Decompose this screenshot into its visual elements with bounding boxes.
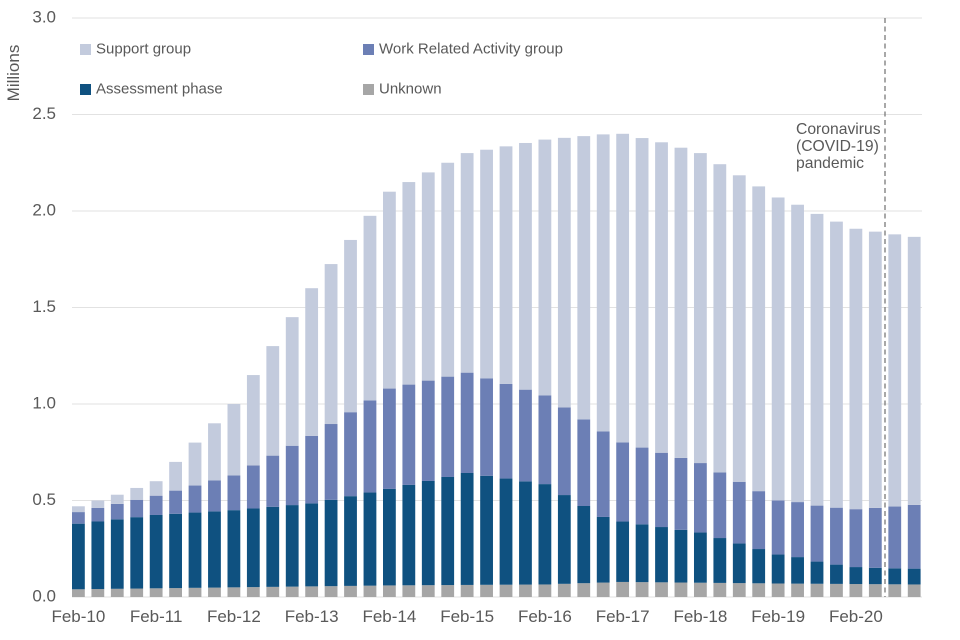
svg-text:0.5: 0.5 [32, 490, 56, 509]
svg-text:Work Related Activity group: Work Related Activity group [379, 41, 563, 58]
svg-text:Millions: Millions [4, 45, 23, 102]
svg-text:1.0: 1.0 [32, 394, 56, 413]
svg-text:Feb-12: Feb-12 [207, 607, 261, 626]
svg-text:Feb-19: Feb-19 [751, 607, 805, 626]
svg-text:0.0: 0.0 [32, 587, 56, 606]
svg-text:1.5: 1.5 [32, 297, 56, 316]
svg-text:Assessment phase: Assessment phase [96, 81, 223, 98]
svg-text:2.0: 2.0 [32, 201, 56, 220]
svg-text:Feb-18: Feb-18 [673, 607, 727, 626]
svg-text:Feb-17: Feb-17 [596, 607, 650, 626]
svg-text:Coronavirus: Coronavirus [796, 121, 881, 138]
svg-text:Unknown: Unknown [379, 81, 442, 98]
svg-text:Feb-15: Feb-15 [440, 607, 494, 626]
svg-text:pandemic: pandemic [796, 155, 864, 172]
svg-text:Feb-11: Feb-11 [130, 607, 183, 626]
svg-text:Feb-13: Feb-13 [285, 607, 339, 626]
svg-text:Feb-20: Feb-20 [829, 607, 883, 626]
svg-text:2.5: 2.5 [32, 104, 56, 123]
svg-text:Feb-10: Feb-10 [51, 607, 105, 626]
svg-text:Feb-16: Feb-16 [518, 607, 572, 626]
svg-text:3.0: 3.0 [32, 8, 56, 27]
svg-text:Feb-14: Feb-14 [362, 607, 416, 626]
svg-text:Support group: Support group [96, 41, 191, 58]
svg-text:(COVID-19): (COVID-19) [796, 138, 879, 155]
